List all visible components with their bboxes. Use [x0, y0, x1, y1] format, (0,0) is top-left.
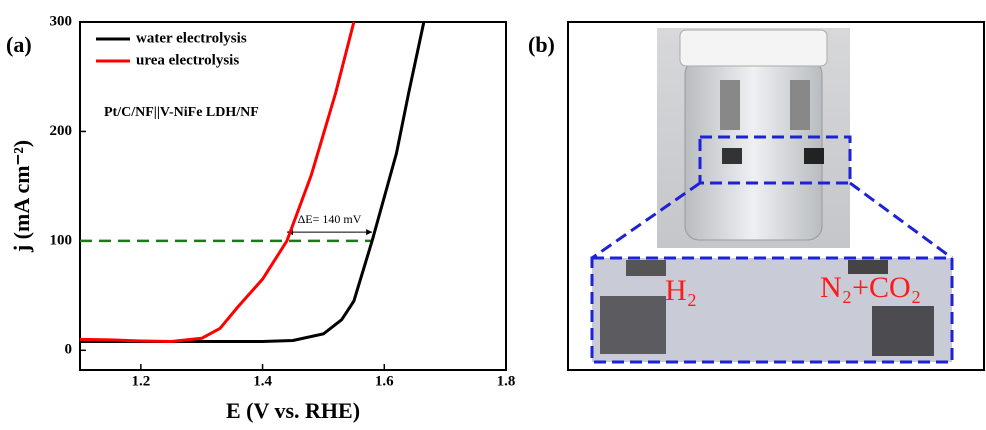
legend-label: urea electrolysis [136, 52, 239, 68]
series-line [79, 21, 356, 344]
x-tick-label: 1.4 [253, 373, 272, 389]
x-axis-label: E (V vs. RHE) [226, 398, 360, 423]
panel-label: (b) [528, 32, 555, 57]
y-tick-label: 200 [50, 123, 73, 139]
arrow-label: ΔE= 140 mV [298, 212, 362, 226]
gas-label: N₂+CO₂ [820, 271, 921, 304]
y-tick-label: 300 [50, 13, 73, 29]
panel-label: (a) [6, 32, 32, 57]
plot-frame [79, 21, 507, 371]
x-tick-label: 1.6 [375, 373, 394, 389]
y-tick-label: 100 [50, 232, 73, 248]
legend-label: water electrolysis [136, 30, 247, 46]
y-axis-label: j (mA cm⁻²) [9, 140, 34, 253]
photo-panel: (b) H₂ N₂+CO₂ [528, 21, 985, 371]
x-tick-label: 1.2 [131, 373, 150, 389]
chart-a: 1.2 1.4 1.6 1.8 0 100 200 300 E (V vs. RHE) j (mA… [6, 13, 515, 423]
annotation: Pt/C/NF||V-NiFe LDH/NF [104, 105, 259, 120]
gas-label: H₂ [665, 274, 697, 307]
y-tick-label: 0 [65, 342, 73, 358]
x-tick-label: 1.8 [497, 373, 516, 389]
series-line [80, 21, 426, 344]
